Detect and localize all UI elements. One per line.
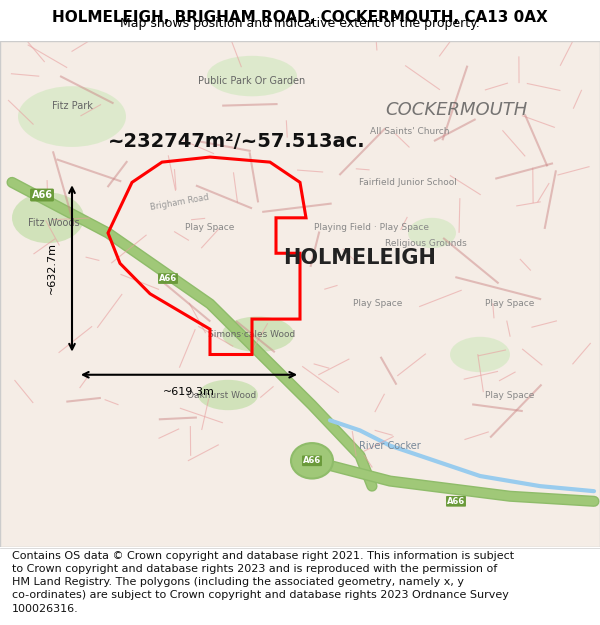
- Ellipse shape: [12, 192, 84, 243]
- Ellipse shape: [450, 337, 510, 372]
- Text: A66: A66: [303, 456, 321, 465]
- Text: ~632.7m: ~632.7m: [47, 242, 57, 294]
- Text: Play Space: Play Space: [185, 223, 235, 232]
- Ellipse shape: [198, 380, 258, 410]
- Text: Brigham Road: Brigham Road: [150, 193, 210, 213]
- Circle shape: [291, 443, 333, 479]
- Text: COCKERMOUTH: COCKERMOUTH: [386, 101, 528, 119]
- Text: ~619.3m: ~619.3m: [163, 388, 215, 398]
- Text: A66: A66: [159, 274, 177, 283]
- Text: Religious Grounds: Religious Grounds: [385, 239, 467, 248]
- Text: Play Space: Play Space: [485, 299, 535, 308]
- Text: A66: A66: [447, 497, 465, 506]
- Text: Play Space: Play Space: [485, 391, 535, 399]
- Text: A66: A66: [32, 190, 53, 200]
- Text: Oakhurst Wood: Oakhurst Wood: [187, 391, 257, 399]
- Text: Fitz Woods: Fitz Woods: [28, 218, 80, 228]
- Text: Map shows position and indicative extent of the property.: Map shows position and indicative extent…: [120, 18, 480, 31]
- Text: Play Space: Play Space: [353, 299, 403, 308]
- Text: ~232747m²/~57.513ac.: ~232747m²/~57.513ac.: [108, 132, 365, 151]
- Ellipse shape: [222, 316, 294, 352]
- Text: Fitz Park: Fitz Park: [52, 101, 92, 111]
- Text: Fairfield Junior School: Fairfield Junior School: [359, 178, 457, 187]
- Text: Simons·cales Wood: Simons·cales Wood: [208, 330, 296, 339]
- Ellipse shape: [18, 86, 126, 147]
- Text: Contains OS data © Crown copyright and database right 2021. This information is : Contains OS data © Crown copyright and d…: [12, 551, 514, 614]
- Ellipse shape: [408, 217, 456, 248]
- Text: River Cocker: River Cocker: [359, 441, 421, 451]
- Text: Playing Field · Play Space: Playing Field · Play Space: [314, 223, 430, 232]
- Text: Public Park Or Garden: Public Park Or Garden: [199, 76, 305, 86]
- Ellipse shape: [207, 56, 297, 96]
- Text: All Saints' Church: All Saints' Church: [371, 127, 450, 136]
- Text: HOLMELEIGH, BRIGHAM ROAD, COCKERMOUTH, CA13 0AX: HOLMELEIGH, BRIGHAM ROAD, COCKERMOUTH, C…: [52, 10, 548, 25]
- Text: HOLMELEIGH: HOLMELEIGH: [284, 248, 436, 268]
